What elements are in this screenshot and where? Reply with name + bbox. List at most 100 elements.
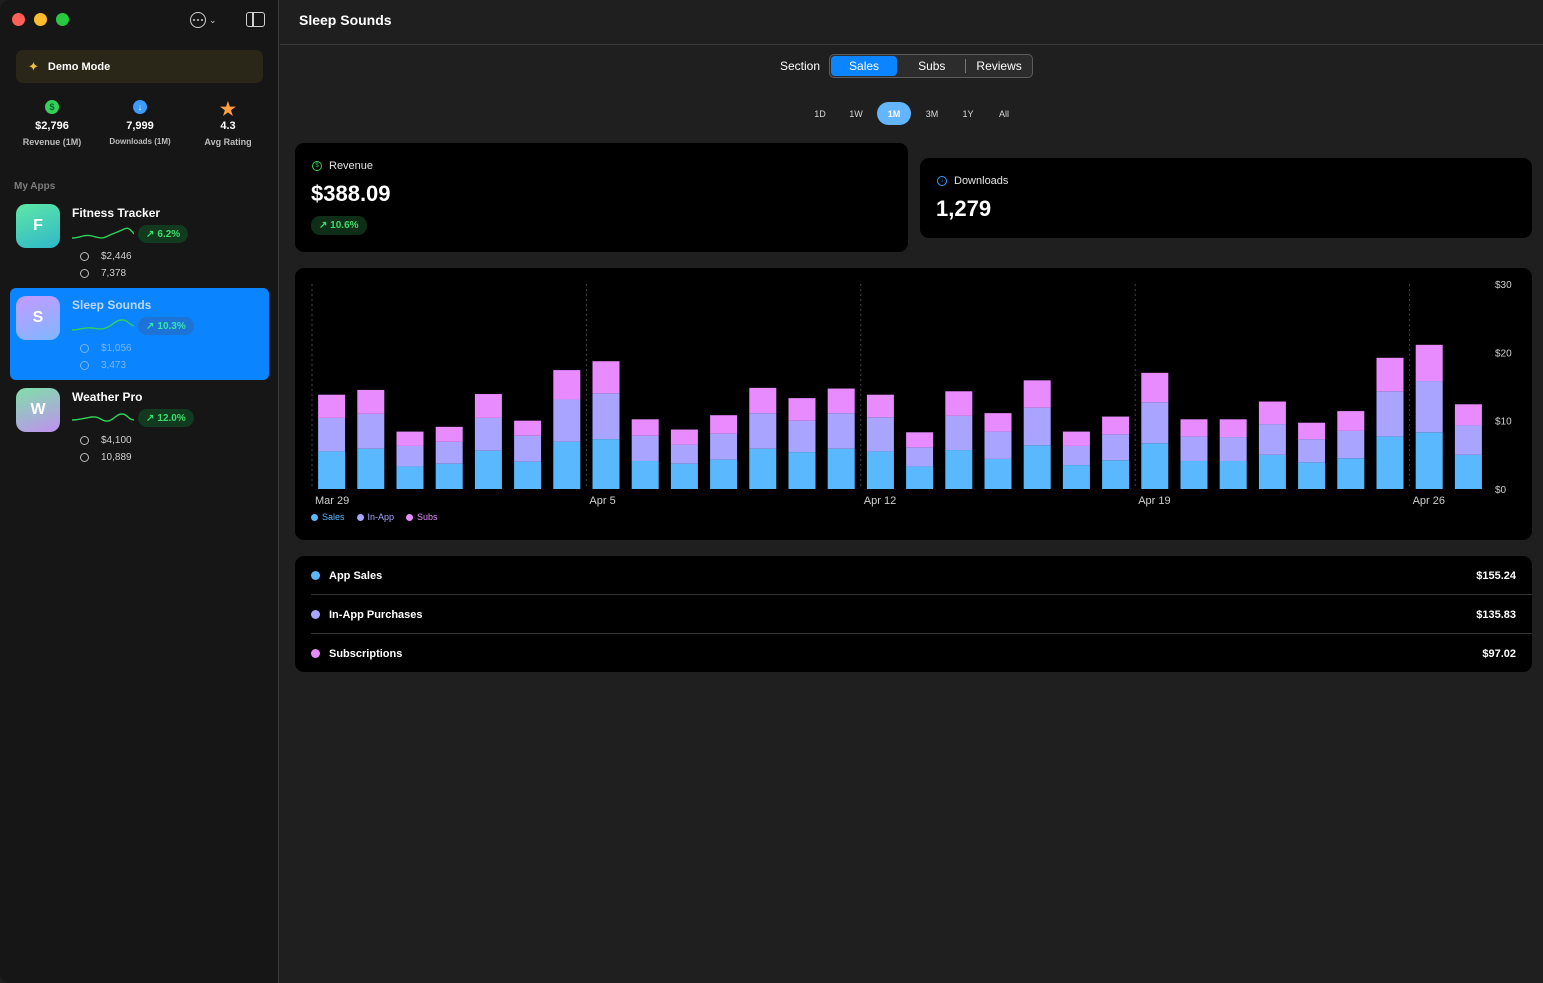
bar-segment-in-app: [670, 444, 698, 464]
bar-segment-subs: [592, 361, 620, 394]
stat-caption: Avg Rating: [204, 137, 252, 147]
bar-segment-in-app: [435, 441, 463, 464]
breakdown-row-in-app[interactable]: In-App Purchases $135.83: [295, 595, 1532, 634]
stat-value: 7,999: [126, 120, 154, 132]
bar-segment-in-app: [984, 431, 1012, 459]
range-1y[interactable]: 1Y: [962, 108, 974, 119]
bar-segment-sales: [1376, 436, 1404, 489]
downloads-card[interactable]: ↓ Downloads 1,279: [920, 158, 1532, 238]
bar-segment-sales: [318, 451, 346, 489]
revenue-change-badge: ↗ 10.6%: [311, 216, 367, 235]
breakdown-row-app-sales[interactable]: App Sales $155.24: [295, 556, 1532, 595]
zoom-window-button[interactable]: [56, 13, 69, 26]
bar-segment-sales: [749, 448, 777, 489]
y-tick-label: $20: [1495, 348, 1512, 359]
sidebar-toggle-button[interactable]: [246, 12, 265, 27]
bar-segment-in-app: [1062, 445, 1090, 466]
bar-segment-subs: [1023, 380, 1051, 408]
bar-segment-sales: [1219, 460, 1247, 489]
time-range-picker: 1D 1W 1M 3M 1Y All: [805, 102, 1019, 125]
segment-reviews[interactable]: Reviews: [965, 59, 1031, 73]
minimize-window-button[interactable]: [34, 13, 47, 26]
breakdown-label: In-App Purchases: [329, 608, 423, 621]
chevron-down-icon: ⌄: [209, 14, 217, 25]
legend-label: Sales: [322, 512, 345, 522]
y-tick-label: $0: [1495, 485, 1507, 496]
app-downloads-row: 10,889: [80, 452, 132, 463]
bar-segment-in-app: [710, 433, 738, 460]
x-tick-label: Apr 12: [864, 495, 896, 507]
change-value: 10.3%: [157, 320, 186, 332]
demo-mode-banner[interactable]: ✦ Demo Mode: [16, 50, 263, 83]
app-revenue-row: $1,056: [80, 343, 132, 354]
range-1m[interactable]: 1M: [877, 102, 911, 125]
bar-segment-subs: [945, 391, 973, 416]
segment-subs[interactable]: Subs: [918, 59, 946, 73]
download-icon: [80, 453, 89, 462]
breakdown-row-subscriptions[interactable]: Subscriptions $97.02: [295, 634, 1532, 673]
bar-segment-sales: [1298, 462, 1326, 489]
app-downloads-row: 7,378: [80, 268, 126, 279]
summary-stats: $ $2,796 Revenue (1M) ↓ 7,999 Downloads …: [10, 99, 270, 148]
bar-segment-subs: [788, 398, 816, 421]
demo-mode-label: Demo Mode: [47, 60, 111, 73]
breakdown-value: $135.83: [1476, 608, 1516, 621]
download-icon: ↓: [133, 100, 147, 114]
bar-segment-in-app: [474, 417, 502, 451]
bar-segment-subs: [670, 429, 698, 445]
stat-revenue: $ $2,796 Revenue (1M): [10, 100, 94, 147]
bar-segment-subs: [866, 394, 894, 418]
bar-segment-in-app: [1180, 436, 1208, 461]
color-dot: [311, 610, 320, 619]
segment-sales[interactable]: Sales: [831, 56, 898, 76]
bar-segment-subs: [396, 431, 424, 446]
bar-segment-sales: [1454, 454, 1482, 489]
section-segmented-control: Sales Subs Reviews: [829, 54, 1033, 78]
change-badge: ↗ 12.0%: [138, 409, 194, 427]
bar-segment-sales: [396, 466, 424, 489]
app-icon: W: [16, 388, 60, 432]
revenue-label: Revenue: [329, 160, 374, 172]
bar-segment-in-app: [357, 413, 385, 449]
sparkline: [72, 319, 134, 331]
revenue-card[interactable]: $ Revenue $388.09 ↗ 10.6%: [295, 143, 908, 252]
bar-segment-in-app: [592, 393, 620, 440]
bar-segment-sales: [788, 452, 816, 489]
trend-up-icon: ↗: [146, 228, 155, 240]
bar-segment-sales: [592, 439, 620, 489]
range-3m[interactable]: 3M: [925, 108, 939, 119]
bar-segment-subs: [1337, 411, 1365, 431]
window-controls: [12, 13, 69, 26]
breakdown-label: App Sales: [329, 569, 383, 582]
x-tick-label: Apr 19: [1138, 495, 1170, 507]
bar-segment-subs: [1415, 344, 1443, 382]
revenue-change: 10.6%: [330, 220, 359, 231]
more-menu-button[interactable]: ⌄: [190, 11, 222, 29]
app-item-sleep-sounds[interactable]: S Sleep Sounds ↗ 10.3% $1,056 3,473: [10, 288, 269, 380]
app-item-fitness-tracker[interactable]: F Fitness Tracker ↗ 6.2% $2,446 7,378: [10, 196, 269, 288]
trend-up-icon: ↗: [146, 320, 155, 332]
close-window-button[interactable]: [12, 13, 25, 26]
range-1d[interactable]: 1D: [814, 108, 826, 119]
x-tick-label: Mar 29: [315, 495, 349, 507]
dollar-icon: [80, 344, 89, 353]
app-revenue: $4,100: [101, 435, 132, 446]
bar-segment-subs: [984, 413, 1012, 432]
bar-segment-sales: [827, 448, 855, 489]
section-label: Section: [780, 59, 821, 73]
color-dot: [311, 649, 320, 658]
breakdown-value: $97.02: [1482, 647, 1516, 660]
bar-segment-sales: [631, 460, 659, 489]
bar-segment-subs: [435, 426, 463, 442]
page-title: Sleep Sounds: [299, 12, 392, 28]
bar-segment-sales: [514, 461, 542, 489]
bar-segment-sales: [670, 463, 698, 489]
revenue-card-header: $ Revenue: [312, 160, 373, 172]
app-item-weather-pro[interactable]: W Weather Pro ↗ 12.0% $4,100 10,889: [10, 380, 269, 472]
range-all[interactable]: All: [998, 108, 1009, 119]
stat-caption: Revenue (1M): [22, 137, 82, 147]
dollar-icon: $: [312, 161, 322, 171]
range-1w[interactable]: 1W: [849, 108, 863, 119]
bar-segment-subs: [1298, 422, 1326, 440]
